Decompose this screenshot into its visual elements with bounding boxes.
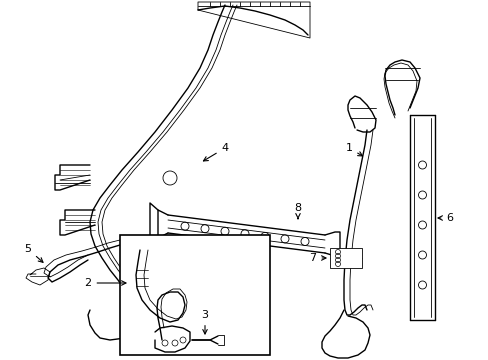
- Text: 6: 6: [437, 213, 452, 223]
- Text: 5: 5: [24, 244, 43, 262]
- Bar: [329, 248, 361, 268]
- Text: 3: 3: [201, 310, 208, 334]
- Bar: [120, 235, 269, 355]
- Text: 2: 2: [84, 278, 126, 288]
- Text: 7: 7: [309, 253, 325, 263]
- Text: 8: 8: [294, 203, 301, 219]
- Text: 4: 4: [203, 143, 228, 161]
- Text: 1: 1: [345, 143, 362, 156]
